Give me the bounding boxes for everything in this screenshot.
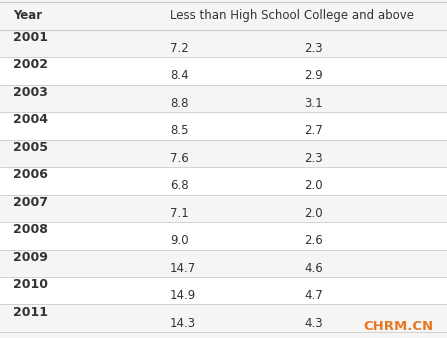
Text: 3.1: 3.1 xyxy=(304,97,323,110)
Bar xyxy=(0,305,447,332)
Bar xyxy=(0,277,447,305)
Text: 8.5: 8.5 xyxy=(170,124,188,137)
Bar xyxy=(0,249,447,277)
Text: 7.1: 7.1 xyxy=(170,207,189,220)
Text: 2009: 2009 xyxy=(13,251,48,264)
Text: 4.3: 4.3 xyxy=(304,317,323,330)
Text: 14.7: 14.7 xyxy=(170,262,196,275)
Text: 2.0: 2.0 xyxy=(304,207,323,220)
Text: 14.9: 14.9 xyxy=(170,289,196,302)
Text: 2011: 2011 xyxy=(13,306,48,319)
Text: 2007: 2007 xyxy=(13,196,48,209)
Text: 9.0: 9.0 xyxy=(170,234,189,247)
Bar xyxy=(0,167,447,195)
Bar xyxy=(0,112,447,140)
Text: 6.8: 6.8 xyxy=(170,179,189,192)
Text: 2.3: 2.3 xyxy=(304,42,323,55)
Text: 2.9: 2.9 xyxy=(304,69,323,82)
Text: 2010: 2010 xyxy=(13,278,48,291)
Text: 2.0: 2.0 xyxy=(304,179,323,192)
Text: Less than High School: Less than High School xyxy=(170,9,300,22)
Text: 8.8: 8.8 xyxy=(170,97,188,110)
Text: College and above: College and above xyxy=(304,9,414,22)
Text: 2002: 2002 xyxy=(13,58,48,71)
Bar xyxy=(0,140,447,167)
Text: 4.6: 4.6 xyxy=(304,262,323,275)
Bar xyxy=(0,57,447,84)
Text: 2.6: 2.6 xyxy=(304,234,323,247)
Text: 2008: 2008 xyxy=(13,223,48,236)
Text: 4.7: 4.7 xyxy=(304,289,323,302)
Text: 2006: 2006 xyxy=(13,168,48,181)
Text: 2001: 2001 xyxy=(13,31,48,44)
Bar xyxy=(0,195,447,222)
Text: 2.7: 2.7 xyxy=(304,124,323,137)
Bar xyxy=(0,222,447,249)
Bar xyxy=(0,30,447,57)
Text: CHRM.CN: CHRM.CN xyxy=(363,320,434,333)
Text: 7.6: 7.6 xyxy=(170,152,189,165)
Text: 2004: 2004 xyxy=(13,113,48,126)
Text: 2003: 2003 xyxy=(13,86,48,99)
Text: 2005: 2005 xyxy=(13,141,48,154)
Text: 14.3: 14.3 xyxy=(170,317,196,330)
Text: 8.4: 8.4 xyxy=(170,69,189,82)
Text: 2.3: 2.3 xyxy=(304,152,323,165)
Bar xyxy=(0,84,447,112)
Text: 7.2: 7.2 xyxy=(170,42,189,55)
Text: Year: Year xyxy=(13,9,42,22)
